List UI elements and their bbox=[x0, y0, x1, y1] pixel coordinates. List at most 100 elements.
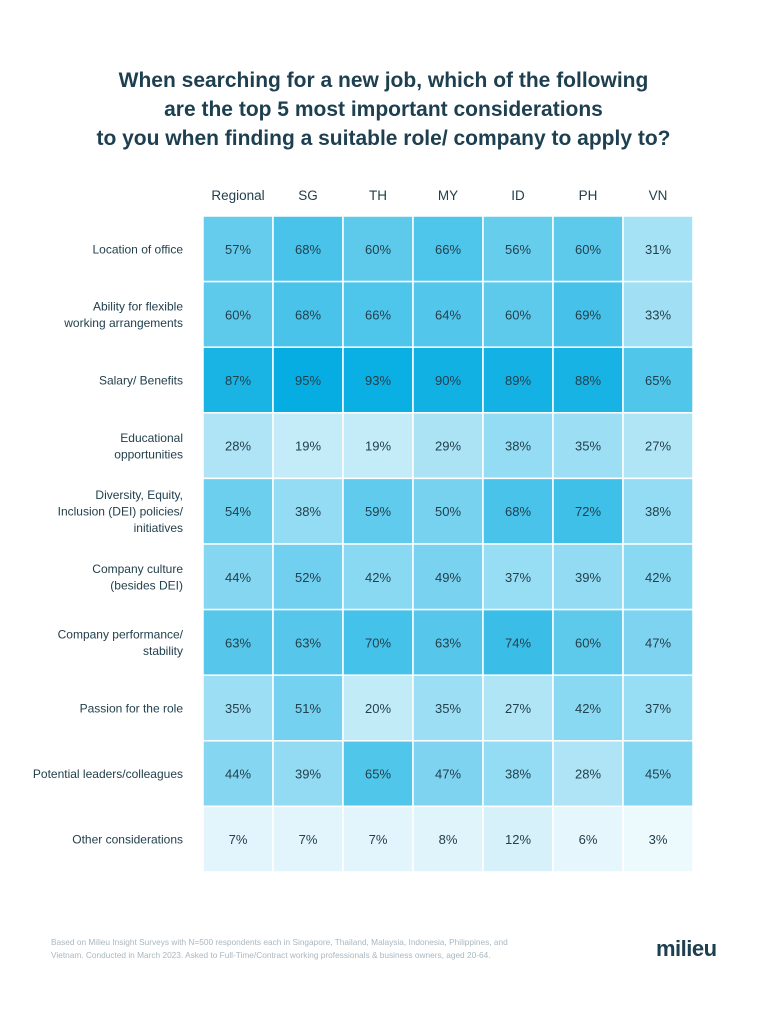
cell-value-label: 45% bbox=[645, 767, 671, 782]
heatmap-cell bbox=[622, 608, 694, 676]
cell-value-label: 35% bbox=[225, 701, 251, 716]
cell-value-label: 74% bbox=[505, 635, 531, 650]
heatmap-cell bbox=[622, 674, 694, 742]
heatmap-cell bbox=[412, 740, 484, 808]
cell-value-label: 60% bbox=[575, 242, 601, 257]
cell-value-label: 65% bbox=[645, 373, 671, 388]
cell-value-label: 42% bbox=[365, 570, 391, 585]
heatmap-cell bbox=[622, 346, 694, 414]
row-label: Potential leaders/colleagues bbox=[33, 767, 183, 781]
cell-value-label: 64% bbox=[435, 307, 461, 322]
cell-value-label: 3% bbox=[649, 832, 668, 847]
cell-value-label: 49% bbox=[435, 570, 461, 585]
cell-value-label: 33% bbox=[645, 307, 671, 322]
footnote-line: Vietnam. Conducted in March 2023. Asked … bbox=[51, 950, 491, 960]
heatmap-cell bbox=[552, 543, 624, 611]
chart-title-line: are the top 5 most important considerati… bbox=[164, 98, 603, 121]
cell-value-label: 63% bbox=[225, 635, 251, 650]
heatmap-cell bbox=[622, 477, 694, 545]
cell-value-label: 50% bbox=[435, 504, 461, 519]
cell-value-label: 89% bbox=[505, 373, 531, 388]
heatmap-cell bbox=[272, 477, 344, 545]
cell-value-label: 87% bbox=[225, 373, 251, 388]
heatmap-cell bbox=[552, 477, 624, 545]
heatmap-cell bbox=[412, 412, 484, 480]
heatmap-cell bbox=[412, 346, 484, 414]
row-label: opportunities bbox=[114, 447, 183, 461]
heatmap-cell bbox=[342, 805, 414, 873]
cell-value-label: 54% bbox=[225, 504, 251, 519]
cell-value-label: 66% bbox=[365, 307, 391, 322]
cell-value-label: 39% bbox=[575, 570, 601, 585]
heatmap-cell bbox=[552, 805, 624, 873]
heatmap-cell bbox=[622, 215, 694, 283]
heatmap-cell bbox=[342, 215, 414, 283]
column-header: ID bbox=[511, 188, 525, 203]
cell-value-label: 95% bbox=[295, 373, 321, 388]
cell-value-label: 28% bbox=[575, 767, 601, 782]
cell-value-label: 37% bbox=[645, 701, 671, 716]
row-label: Passion for the role bbox=[80, 702, 184, 716]
row-label: Location of office bbox=[92, 242, 183, 256]
cell-value-label: 27% bbox=[505, 701, 531, 716]
cell-value-label: 37% bbox=[505, 570, 531, 585]
row-label: Company culture bbox=[92, 562, 183, 576]
chart-title-line: When searching for a new job, which of t… bbox=[118, 69, 649, 92]
row-label: Educational bbox=[120, 431, 183, 445]
cell-value-label: 8% bbox=[439, 832, 458, 847]
heatmap-cell bbox=[202, 674, 274, 742]
cell-value-label: 63% bbox=[295, 635, 321, 650]
heatmap-cell bbox=[202, 477, 274, 545]
heatmap-cell bbox=[482, 608, 554, 676]
cell-value-label: 38% bbox=[295, 504, 321, 519]
cell-value-label: 70% bbox=[365, 635, 391, 650]
cell-value-label: 20% bbox=[365, 701, 391, 716]
column-header: PH bbox=[579, 188, 598, 203]
cell-value-label: 6% bbox=[579, 832, 598, 847]
cell-value-label: 65% bbox=[365, 767, 391, 782]
heatmap-cell bbox=[272, 280, 344, 348]
cell-value-label: 60% bbox=[365, 242, 391, 257]
heatmap-cell bbox=[272, 805, 344, 873]
column-header: Regional bbox=[211, 188, 264, 203]
cell-value-label: 39% bbox=[295, 767, 321, 782]
column-header: SG bbox=[298, 188, 318, 203]
cell-value-label: 60% bbox=[225, 307, 251, 322]
cell-value-label: 51% bbox=[295, 701, 321, 716]
cell-value-label: 42% bbox=[575, 701, 601, 716]
row-label: Inclusion (DEI) policies/ bbox=[58, 505, 184, 519]
cell-value-label: 28% bbox=[225, 439, 251, 454]
cell-value-label: 29% bbox=[435, 439, 461, 454]
heatmap-cell bbox=[622, 805, 694, 873]
row-label: (besides DEI) bbox=[110, 579, 183, 593]
cell-value-label: 60% bbox=[505, 307, 531, 322]
cell-value-label: 68% bbox=[505, 504, 531, 519]
cell-value-label: 63% bbox=[435, 635, 461, 650]
cell-value-label: 60% bbox=[575, 635, 601, 650]
heatmap-cell bbox=[552, 346, 624, 414]
row-label: Company performance/ bbox=[58, 628, 184, 642]
cell-value-label: 38% bbox=[505, 439, 531, 454]
cell-value-label: 88% bbox=[575, 373, 601, 388]
chart-title-line: to you when finding a suitable role/ com… bbox=[96, 127, 671, 150]
column-header: VN bbox=[649, 188, 668, 203]
chart-title: When searching for a new job, which of t… bbox=[0, 66, 767, 153]
row-label: initiatives bbox=[134, 521, 183, 535]
cell-value-label: 7% bbox=[229, 832, 248, 847]
heatmap-cell bbox=[482, 215, 554, 283]
heatmap-cell bbox=[412, 543, 484, 611]
row-label: stability bbox=[143, 644, 183, 658]
cell-value-label: 69% bbox=[575, 307, 601, 322]
cell-value-label: 90% bbox=[435, 373, 461, 388]
cell-value-label: 72% bbox=[575, 504, 601, 519]
cell-value-label: 19% bbox=[295, 439, 321, 454]
heatmap-cell bbox=[342, 608, 414, 676]
cell-value-label: 44% bbox=[225, 570, 251, 585]
row-label: Other considerations bbox=[72, 833, 183, 847]
heatmap-cell bbox=[482, 346, 554, 414]
cell-value-label: 35% bbox=[435, 701, 461, 716]
row-label: Salary/ Benefits bbox=[99, 374, 183, 388]
heatmap-cell bbox=[202, 412, 274, 480]
heatmap-cell bbox=[202, 215, 274, 283]
cell-value-label: 42% bbox=[645, 570, 671, 585]
